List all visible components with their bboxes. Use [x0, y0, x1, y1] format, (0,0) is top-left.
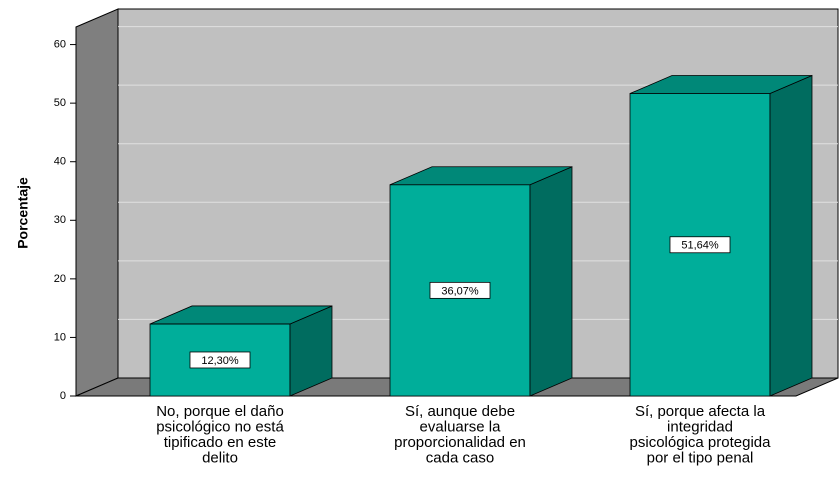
- x-tick-label: Sí, porque afecta la: [635, 403, 766, 420]
- bar: [629, 74, 813, 397]
- x-tick-label: evaluarse la: [420, 418, 502, 435]
- y-tick-label: 50: [54, 97, 66, 109]
- x-tick-label: psicológica protegida: [630, 434, 772, 451]
- value-label-box: [429, 281, 491, 299]
- y-tick-label: 60: [54, 38, 66, 50]
- y-tick-label: 0: [60, 390, 66, 402]
- bar-top: [149, 305, 333, 325]
- x-tick-label: tipificado en este: [164, 434, 277, 451]
- value-label: 12,30%: [201, 355, 239, 367]
- bar-side: [769, 74, 813, 397]
- value-label: 51,64%: [681, 240, 719, 252]
- x-tick-label: proporcionalidad en: [394, 434, 526, 451]
- bar-side: [529, 166, 573, 397]
- y-axis-title: Porcentaje: [15, 177, 31, 249]
- side-wall: [75, 8, 119, 397]
- y-tick-label: 20: [54, 273, 66, 285]
- x-tick-label: integridad: [667, 418, 733, 435]
- x-tick-label: No, porque el daño: [156, 403, 284, 420]
- bar: [389, 166, 573, 397]
- value-label: 36,07%: [441, 285, 479, 297]
- x-tick-label: psicológico no está: [156, 418, 284, 435]
- y-tick-label: 10: [54, 331, 66, 343]
- value-label-box: [669, 236, 731, 254]
- y-tick-label: 40: [54, 156, 66, 168]
- bar: [149, 305, 333, 397]
- bar-top: [389, 166, 573, 186]
- x-tick-label: Sí, aunque debe: [405, 403, 515, 420]
- y-tick-label: 30: [54, 214, 66, 226]
- x-tick-label: por el tipo penal: [647, 449, 754, 466]
- value-label-box: [189, 351, 251, 369]
- x-tick-label: delito: [202, 449, 238, 466]
- bar-top: [629, 75, 813, 94]
- x-tick-label: cada caso: [426, 449, 494, 466]
